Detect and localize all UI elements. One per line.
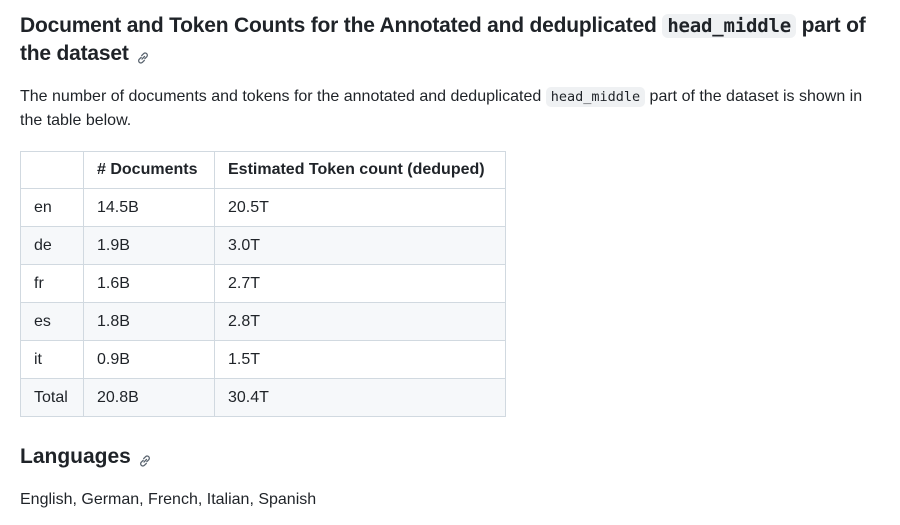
cell-documents: 14.5B <box>83 188 215 227</box>
cell-language: en <box>20 188 84 227</box>
description-suffix: part of the dataset is shown in the tabl… <box>20 88 863 129</box>
cell-tokens: 20.5T <box>214 188 506 227</box>
cell-documents: 1.6B <box>83 264 215 303</box>
cell-tokens: 2.7T <box>214 264 506 303</box>
heading-code: head_middle <box>662 14 796 38</box>
description-prefix: The number of documents and tokens for t… <box>20 88 546 105</box>
table-row: fr 1.6B 2.7T <box>20 264 506 303</box>
cell-language: fr <box>20 264 84 303</box>
languages-heading-text: Languages <box>20 445 131 468</box>
cell-language: de <box>20 226 84 265</box>
header-cell-documents: # Documents <box>83 151 215 189</box>
table-row: de 1.9B 3.0T <box>20 226 506 265</box>
link-icon[interactable] <box>137 449 153 467</box>
cell-documents: 1.9B <box>83 226 215 265</box>
section-heading: Document and Token Counts for the Annota… <box>20 12 880 67</box>
cell-documents: 1.8B <box>83 302 215 341</box>
link-icon[interactable] <box>135 46 151 64</box>
table-row-total: Total 20.8B 30.4T <box>20 378 506 417</box>
description-code: head_middle <box>545 87 646 107</box>
header-cell-tokens: Estimated Token count (deduped) <box>214 151 506 189</box>
cell-tokens: 3.0T <box>214 226 506 265</box>
table-row: en 14.5B 20.5T <box>20 188 506 227</box>
cell-documents: 20.8B <box>83 378 215 417</box>
table-header-row: # Documents Estimated Token count (dedup… <box>20 151 506 189</box>
heading-text-suffix: part of the dataset <box>20 14 866 65</box>
header-cell-language <box>20 151 84 189</box>
table-row: it 0.9B 1.5T <box>20 340 506 379</box>
table-row: es 1.8B 2.8T <box>20 302 506 341</box>
cell-tokens: 1.5T <box>214 340 506 379</box>
cell-tokens: 30.4T <box>214 378 506 417</box>
heading-text-prefix: Document and Token Counts for the Annota… <box>20 14 663 37</box>
description-paragraph: The number of documents and tokens for t… <box>20 85 880 133</box>
cell-tokens: 2.8T <box>214 302 506 341</box>
cell-language: it <box>20 340 84 379</box>
languages-heading: Languages <box>20 443 880 470</box>
cell-language: es <box>20 302 84 341</box>
cell-documents: 0.9B <box>83 340 215 379</box>
languages-list: English, German, French, Italian, Spanis… <box>20 491 317 508</box>
counts-table: # Documents Estimated Token count (dedup… <box>20 151 506 417</box>
cell-language: Total <box>20 378 84 417</box>
